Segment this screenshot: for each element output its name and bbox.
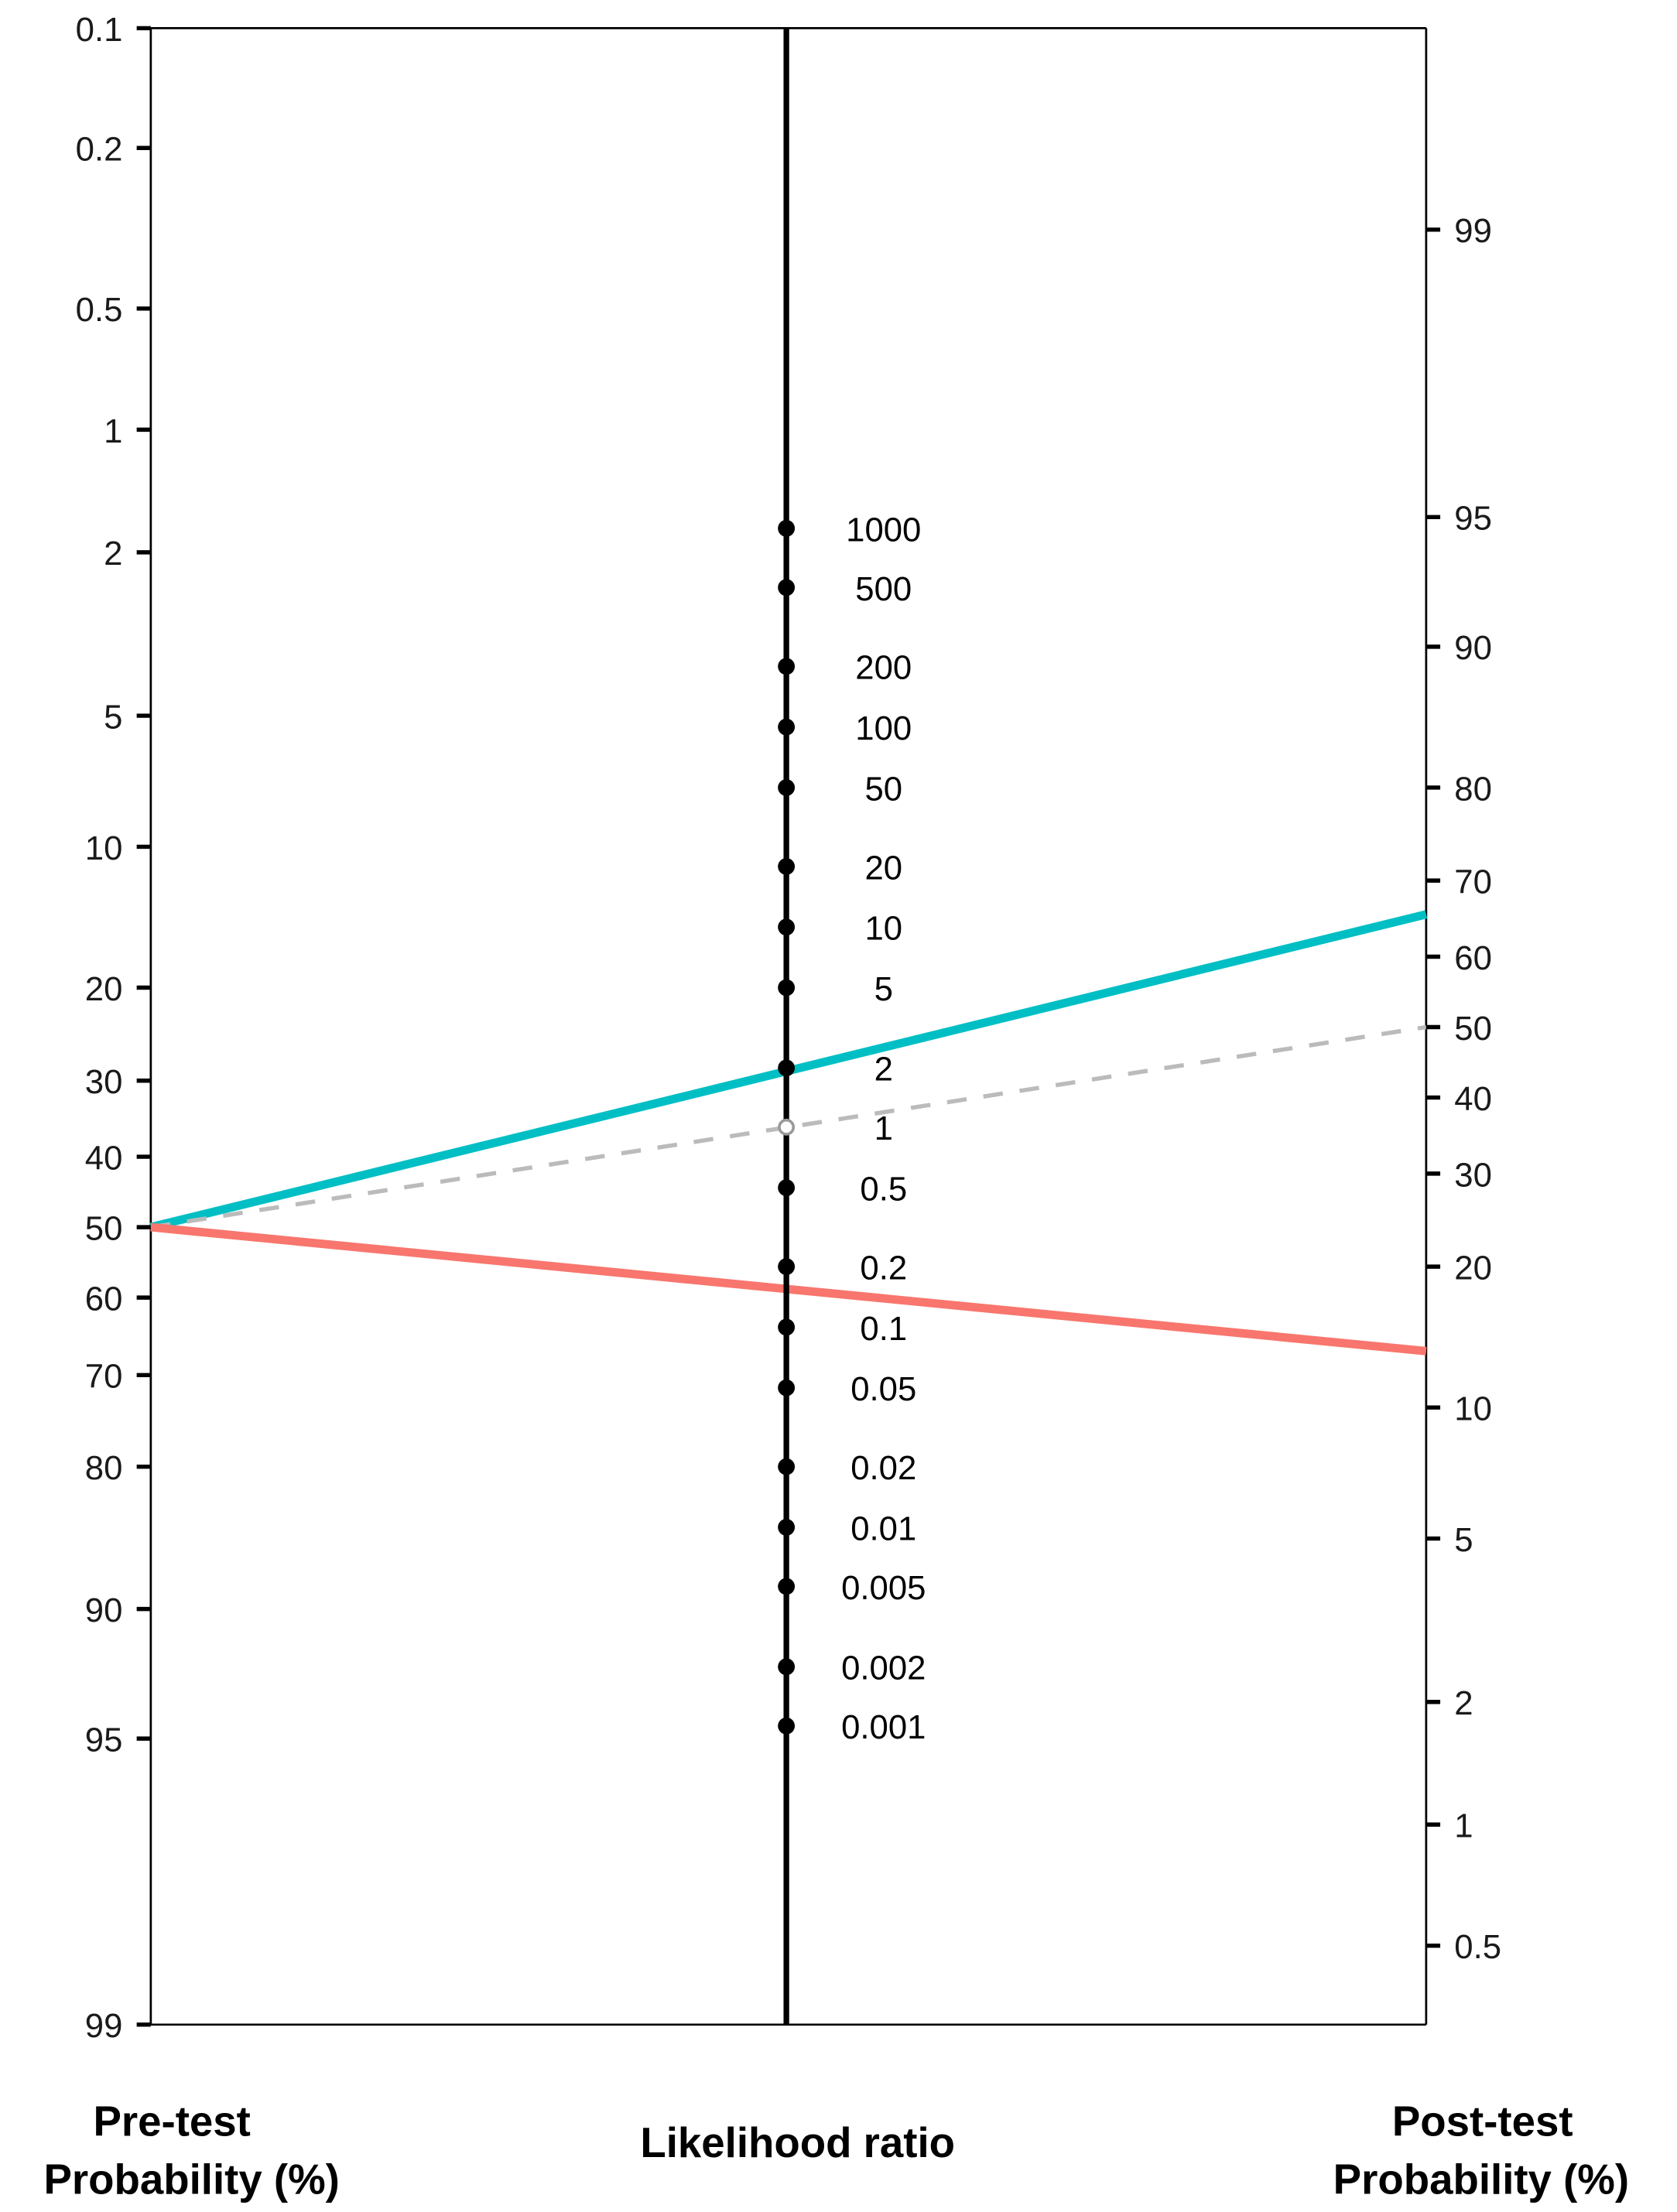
lr-tick-label: 20	[864, 849, 902, 887]
lr-tick-label: 2	[874, 1051, 893, 1089]
left-tick-label: 5	[104, 698, 122, 736]
likelihood-ratio-axis: 1000 500 200 100 50 20 10 5 2 1 0.5 0.2 0.1 0.05 0.02 0…	[778, 28, 926, 2025]
left-tick-label: 70	[85, 1358, 123, 1396]
lr-point	[778, 779, 796, 796]
left-tick-label: 20	[85, 970, 123, 1008]
right-tick-label: 90	[1454, 629, 1492, 667]
lr-tick-label: 5	[874, 970, 893, 1008]
left-tick-label: 40	[85, 1139, 123, 1177]
left-tick-label: 10	[85, 829, 123, 867]
lr-tick-label: 0.2	[860, 1249, 907, 1287]
pre-test-title-line1: Pre-test	[93, 2098, 250, 2145]
right-tick-label: 60	[1454, 939, 1492, 977]
right-tick-label: 40	[1454, 1080, 1492, 1118]
right-tick-label: 1	[1454, 1807, 1473, 1845]
lr-tick-label: 0.001	[841, 1708, 926, 1746]
lr-point	[778, 1379, 796, 1397]
left-tick-label: 60	[85, 1280, 123, 1318]
lr-point	[778, 1658, 796, 1676]
lr-tick-label: 0.5	[860, 1171, 907, 1209]
lr-tick-label: 0.002	[841, 1650, 926, 1687]
post-test-axis: 99 95 90 80 70 60 50 40 30 20 10 5 2 1 0.5	[1425, 212, 1501, 1966]
lr-tick-label: 100	[855, 709, 912, 747]
left-tick-label: 0.2	[76, 131, 123, 169]
lr-tick-label: 0.1	[860, 1310, 907, 1348]
left-tick-label: 1	[104, 412, 122, 450]
lr-point	[778, 658, 796, 675]
lr-point	[778, 579, 796, 597]
lr-tick-label: 1	[874, 1109, 893, 1147]
lr-point	[778, 1258, 796, 1276]
lr-tick-label: 50	[864, 770, 902, 808]
lr-point	[778, 1717, 796, 1735]
lr-point	[778, 1179, 796, 1197]
lr-tick-label: 0.05	[850, 1370, 916, 1408]
left-tick-label: 95	[85, 1721, 123, 1759]
left-tick-label: 80	[85, 1449, 123, 1487]
lr-tick-label: 10	[864, 910, 902, 948]
right-tick-label: 5	[1454, 1521, 1473, 1559]
left-tick-label: 0.5	[76, 291, 123, 329]
lr-point	[778, 1578, 796, 1595]
lr-tick-label: 1000	[846, 511, 921, 549]
right-tick-label: 0.5	[1454, 1928, 1501, 1966]
right-tick-label: 99	[1454, 212, 1492, 250]
likelihood-ratio-title: Likelihood ratio	[640, 2119, 955, 2166]
lr-tick-label: 0.02	[850, 1449, 916, 1487]
lr-tick-label: 0.01	[850, 1509, 916, 1547]
lr-point	[778, 1458, 796, 1475]
left-tick-label: 0.1	[76, 11, 123, 49]
right-tick-label: 10	[1454, 1390, 1492, 1428]
lr-point	[778, 918, 796, 936]
right-tick-label: 20	[1454, 1249, 1492, 1287]
left-tick-label: 90	[85, 1591, 123, 1629]
lr-point-open	[778, 1118, 796, 1136]
pre-test-title-line2: Probability (%)	[43, 2156, 339, 2203]
lr-point	[778, 1059, 796, 1077]
right-tick-label: 2	[1454, 1684, 1473, 1722]
lr-tick-label: 0.005	[841, 1569, 926, 1607]
lr-point	[778, 519, 796, 537]
post-test-title-line1: Post-test	[1392, 2098, 1573, 2145]
lr-point	[778, 1318, 796, 1336]
lr-point	[778, 979, 796, 997]
right-tick-label: 50	[1454, 1010, 1492, 1048]
left-tick-label: 99	[85, 2007, 123, 2045]
right-tick-label: 30	[1454, 1156, 1492, 1194]
left-tick-label: 2	[104, 535, 122, 573]
post-test-title-line2: Probability (%)	[1333, 2156, 1629, 2203]
lr-point	[778, 718, 796, 736]
right-tick-label: 70	[1454, 863, 1492, 901]
left-tick-label: 30	[85, 1063, 123, 1101]
lr-tick-label: 500	[855, 570, 912, 608]
right-tick-label: 95	[1454, 500, 1492, 538]
lr-tick-label: 200	[855, 649, 912, 687]
right-tick-label: 80	[1454, 770, 1492, 808]
lr-point	[778, 858, 796, 875]
series-line-LR-1-reference	[150, 1024, 1427, 1229]
left-tick-label: 50	[85, 1209, 123, 1247]
pre-test-axis: 0.1 0.2 0.5 1 2 5 10 20 30 40 50 60 70 80 90 95 99	[76, 11, 151, 2045]
lr-point	[778, 1519, 796, 1536]
